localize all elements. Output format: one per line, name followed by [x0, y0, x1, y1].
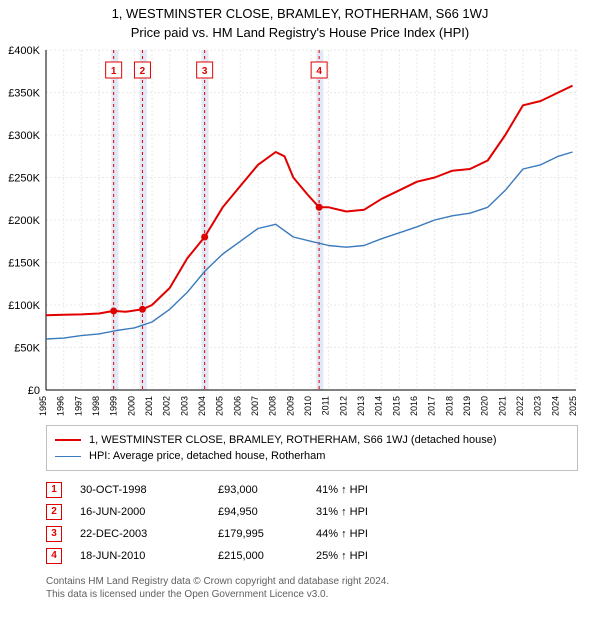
sale-marker: 2: [46, 504, 62, 520]
sale-date: 16-JUN-2000: [80, 501, 200, 523]
svg-text:£350K: £350K: [8, 88, 40, 100]
svg-text:2019: 2019: [462, 396, 472, 416]
sale-date: 30-OCT-1998: [80, 479, 200, 501]
sales-table: 1 30-OCT-1998 £93,000 41% ↑ HPI 2 16-JUN-2000…: [46, 479, 578, 567]
sale-marker: 3: [46, 526, 62, 542]
page-title: 1, WESTMINSTER CLOSE, BRAMLEY, ROTHERHAM…: [0, 0, 600, 21]
svg-text:2020: 2020: [480, 396, 490, 416]
svg-text:£250K: £250K: [8, 173, 40, 185]
sale-vs-hpi: 41% ↑ HPI: [316, 479, 406, 501]
sale-price: £179,995: [218, 523, 298, 545]
sale-row: 2 16-JUN-2000 £94,950 31% ↑ HPI: [46, 501, 578, 523]
legend: 1, WESTMINSTER CLOSE, BRAMLEY, ROTHERHAM…: [46, 425, 578, 471]
legend-label: HPI: Average price, detached house, Roth…: [89, 448, 325, 464]
legend-swatch: [55, 456, 81, 457]
svg-text:1996: 1996: [56, 396, 66, 416]
svg-text:2015: 2015: [391, 396, 401, 416]
svg-text:2000: 2000: [126, 396, 136, 416]
sale-price: £94,950: [218, 501, 298, 523]
svg-text:1998: 1998: [91, 396, 101, 416]
svg-text:£400K: £400K: [8, 45, 40, 57]
sale-row: 1 30-OCT-1998 £93,000 41% ↑ HPI: [46, 479, 578, 501]
svg-text:2001: 2001: [144, 396, 154, 416]
sale-date: 18-JUN-2010: [80, 545, 200, 567]
svg-text:2009: 2009: [285, 396, 295, 416]
svg-text:2002: 2002: [162, 396, 172, 416]
svg-text:2011: 2011: [321, 396, 331, 415]
svg-text:2021: 2021: [497, 396, 507, 416]
svg-text:2018: 2018: [444, 396, 454, 416]
svg-text:2023: 2023: [533, 396, 543, 416]
svg-text:2010: 2010: [303, 396, 313, 416]
sale-marker: 4: [46, 548, 62, 564]
svg-text:2005: 2005: [215, 396, 225, 416]
svg-text:2016: 2016: [409, 396, 419, 416]
sale-vs-hpi: 44% ↑ HPI: [316, 523, 406, 545]
price-chart: £0£50K£100K£150K£200K£250K£300K£350K£400…: [46, 50, 576, 415]
page-subtitle: Price paid vs. HM Land Registry's House …: [0, 21, 600, 40]
svg-text:£150K: £150K: [8, 258, 40, 270]
svg-text:1999: 1999: [109, 396, 119, 416]
sale-vs-hpi: 31% ↑ HPI: [316, 501, 406, 523]
svg-text:£300K: £300K: [8, 130, 40, 142]
svg-text:2006: 2006: [232, 396, 242, 416]
sale-price: £215,000: [218, 545, 298, 567]
legend-label: 1, WESTMINSTER CLOSE, BRAMLEY, ROTHERHAM…: [89, 432, 497, 448]
svg-text:£0: £0: [28, 385, 40, 397]
svg-text:2025: 2025: [568, 396, 578, 416]
svg-text:3: 3: [202, 66, 208, 77]
sale-date: 22-DEC-2003: [80, 523, 200, 545]
svg-text:2: 2: [140, 66, 146, 77]
svg-text:2012: 2012: [338, 396, 348, 416]
footer: Contains HM Land Registry data © Crown c…: [46, 575, 578, 601]
svg-text:2022: 2022: [515, 396, 525, 416]
svg-text:£200K: £200K: [8, 215, 40, 227]
svg-text:4: 4: [316, 66, 322, 77]
svg-text:2013: 2013: [356, 396, 366, 416]
svg-text:2004: 2004: [197, 396, 207, 416]
sale-row: 3 22-DEC-2003 £179,995 44% ↑ HPI: [46, 523, 578, 545]
legend-swatch: [55, 439, 81, 441]
svg-text:2014: 2014: [374, 396, 384, 416]
sale-marker: 1: [46, 482, 62, 498]
svg-text:2017: 2017: [427, 396, 437, 416]
svg-text:2007: 2007: [250, 396, 260, 416]
legend-item: 1, WESTMINSTER CLOSE, BRAMLEY, ROTHERHAM…: [55, 432, 569, 448]
legend-item: HPI: Average price, detached house, Roth…: [55, 448, 569, 464]
svg-text:2024: 2024: [550, 396, 560, 416]
footer-line: Contains HM Land Registry data © Crown c…: [46, 575, 578, 588]
footer-line: This data is licensed under the Open Gov…: [46, 588, 578, 601]
svg-text:1997: 1997: [73, 396, 83, 416]
sale-vs-hpi: 25% ↑ HPI: [316, 545, 406, 567]
svg-text:£50K: £50K: [14, 343, 40, 355]
svg-text:2008: 2008: [268, 396, 278, 416]
sale-row: 4 18-JUN-2010 £215,000 25% ↑ HPI: [46, 545, 578, 567]
svg-text:2003: 2003: [179, 396, 189, 416]
svg-text:1995: 1995: [38, 396, 48, 416]
sale-price: £93,000: [218, 479, 298, 501]
svg-text:1: 1: [111, 66, 117, 77]
svg-text:£100K: £100K: [8, 300, 40, 312]
